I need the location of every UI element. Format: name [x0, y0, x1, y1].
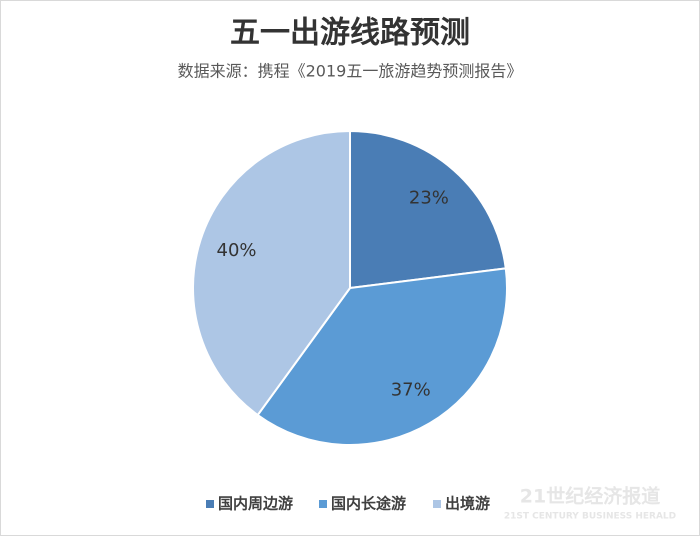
pie-slice	[256, 267, 508, 446]
legend-swatch	[319, 500, 327, 508]
data-label: 23%	[409, 187, 449, 208]
chart-subtitle: 数据来源：携程《2019五一旅游趋势预测报告》	[178, 62, 523, 81]
data-label: 40%	[217, 240, 257, 261]
watermark-subtitle: 21ST CENTURY BUSINESS HERALD	[504, 512, 676, 522]
legend-swatch	[206, 500, 214, 508]
chart-title: 五一出游线路预测	[230, 16, 470, 51]
watermark-title: 21世纪经济报道	[520, 485, 660, 508]
legend-label: 国内周边游	[218, 495, 293, 513]
pie-slice	[192, 129, 351, 417]
legend-label: 国内长途游	[331, 495, 406, 513]
data-label: 37%	[391, 380, 431, 401]
legend-label: 出境游	[445, 495, 490, 513]
legend-swatch	[433, 500, 441, 508]
pie-slice	[349, 129, 507, 290]
